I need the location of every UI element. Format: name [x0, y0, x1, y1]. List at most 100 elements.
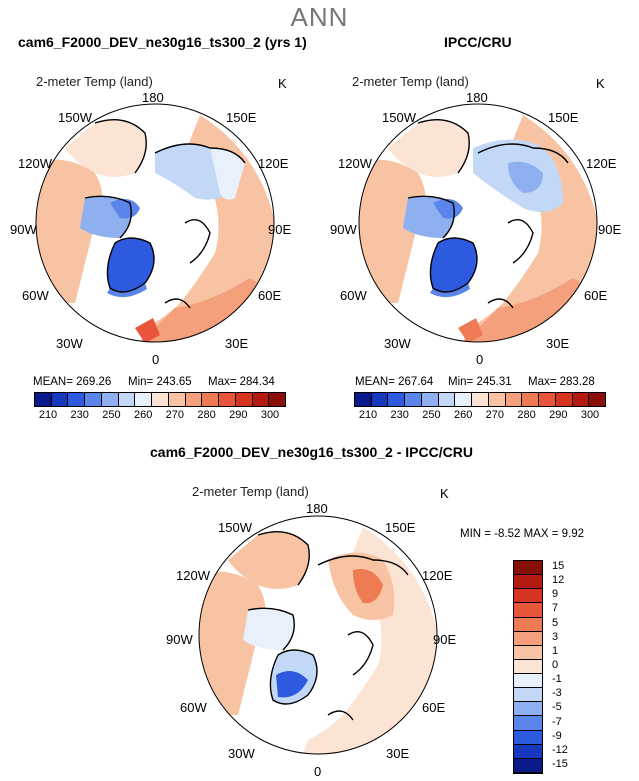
- colorbar-tick-label: 230: [390, 409, 409, 421]
- colorbar-swatch: [219, 393, 236, 406]
- panel3-lon-150e: 150E: [385, 520, 416, 535]
- colorbar-swatch: [514, 561, 542, 576]
- colorbar-swatch: [514, 688, 542, 703]
- colorbar-swatch: [118, 393, 136, 406]
- panel3-lon-180: 180: [306, 501, 328, 516]
- panel2-lon-30w: 30W: [384, 336, 411, 351]
- panel1-mean: MEAN= 269.26: [33, 376, 112, 388]
- season-title: ANN: [290, 2, 349, 32]
- panel2-polar-map: [358, 103, 598, 343]
- colorbar-swatch: [514, 603, 542, 618]
- panel1-units: K: [278, 76, 287, 91]
- panel1-lon-30e: 30E: [225, 336, 249, 351]
- panel1-polar-map: [35, 103, 275, 343]
- panel1-land-arctic-islands: [110, 199, 140, 219]
- panel2-max: Max= 283.28: [528, 376, 595, 388]
- colorbar-swatch: [269, 393, 286, 406]
- panel3-land-greenland-cold: [276, 671, 308, 698]
- panel1-lon-150w: 150W: [58, 110, 92, 125]
- panel2-lon-120w: 120W: [338, 156, 372, 171]
- colorbar-swatch: [514, 589, 542, 604]
- colorbar-swatch: [514, 730, 542, 745]
- panel1-land-north-america: [36, 159, 103, 303]
- panel1-lon-180: 180: [142, 90, 164, 105]
- panel3-land-canada-cool: [243, 608, 295, 650]
- panel3-lon-150w: 150W: [218, 520, 252, 535]
- colorbar-level-label: -9: [552, 729, 562, 742]
- panel1-lon-0: 0: [152, 352, 160, 367]
- panel3-colorbar-labels: 15 12 9 7 5 3 1 0 -1 -3 -5 -7 -9 -12 -15: [552, 560, 592, 772]
- panel2-land-alaska: [388, 119, 470, 177]
- colorbar-swatch: [185, 393, 203, 406]
- colorbar-tick-label: 270: [485, 409, 505, 421]
- panel2-lon-30e: 30E: [546, 336, 570, 351]
- panel1-lon-90w: 90W: [10, 222, 37, 237]
- panel1-lon-90e: 90E: [268, 222, 292, 237]
- colorbar-swatch: [68, 393, 86, 406]
- panel2-units: K: [596, 76, 605, 91]
- panel1-lon-120w: 120W: [18, 156, 52, 171]
- panel2-lon-60e: 60E: [584, 288, 608, 303]
- panel1-colorbar-ticks: 210 230 250 260 270 280 290 300: [34, 409, 284, 423]
- colorbar-level-label: 0: [552, 659, 559, 671]
- colorbar-swatch: [355, 393, 372, 406]
- panel3-lon-60e: 60E: [422, 700, 446, 715]
- colorbar-swatch: [514, 702, 542, 717]
- colorbar-tick-label: 270: [165, 409, 185, 421]
- panel1-land-siberia-cold: [155, 144, 230, 200]
- panel3-coast: [247, 531, 409, 721]
- panel1-coast: [84, 119, 246, 309]
- panel1-lon-60w: 60W: [22, 288, 49, 303]
- panel3-lon-90w: 90W: [166, 632, 193, 647]
- colorbar-tick-label: 210: [38, 409, 58, 421]
- panel1-min: Min= 243.65: [128, 376, 192, 388]
- panel3-land-siberia-hot: [353, 569, 383, 604]
- colorbar-level-label: -15: [552, 757, 568, 770]
- panel2-land-greenland-edge: [430, 283, 470, 298]
- panel3-polar-map: [198, 515, 438, 755]
- colorbar-swatch: [514, 744, 542, 759]
- panel2-lon-90e: 90E: [598, 222, 622, 237]
- colorbar-tick-label: 210: [358, 409, 378, 421]
- panel2-variable-name: 2-meter Temp (land): [352, 74, 469, 89]
- panel1-land-greenland: [107, 238, 154, 292]
- colorbar-swatch: [438, 393, 456, 406]
- colorbar-level-label: -12: [552, 743, 568, 756]
- panel3-lon-90e: 90E: [433, 632, 457, 647]
- panel2-lon-180: 180: [466, 90, 488, 105]
- panel2-land-greenland: [430, 238, 477, 292]
- panel2-land-north-america: [359, 159, 426, 303]
- colorbar-level-label: 9: [552, 588, 559, 601]
- colorbar-swatch: [514, 674, 542, 689]
- colorbar-tick-label: 280: [197, 409, 216, 421]
- colorbar-tick-label: 280: [517, 409, 536, 421]
- colorbar-level-label: 5: [552, 616, 559, 629]
- colorbar-swatch: [488, 393, 506, 406]
- panel1-land-alaska: [65, 119, 147, 177]
- panel3-lon-120w: 120W: [176, 568, 210, 583]
- panel2-lon-150e: 150E: [548, 110, 579, 125]
- panel3-land-alaska: [228, 531, 310, 589]
- colorbar-swatch: [522, 393, 540, 406]
- panel3-lon-60w: 60W: [180, 700, 207, 715]
- colorbar-tick-label: 260: [453, 409, 473, 421]
- colorbar-level-label: -3: [552, 687, 562, 700]
- colorbar-swatch: [252, 393, 270, 406]
- colorbar-swatch: [539, 393, 556, 406]
- panel2-lon-150w: 150W: [382, 110, 416, 125]
- colorbar-tick-label: 300: [260, 409, 280, 421]
- panel2-lon-120e: 120E: [586, 156, 617, 171]
- panel3-lon-120e: 120E: [422, 568, 453, 583]
- panel3-units: K: [440, 486, 449, 501]
- colorbar-swatch: [35, 393, 52, 406]
- colorbar-level-label: -5: [552, 701, 562, 714]
- panel1-lon-120e: 120E: [258, 156, 289, 171]
- panel3-minmax: MIN = -8.52 MAX = 9.92: [460, 528, 585, 540]
- panel1-land-siberia-east: [210, 148, 245, 200]
- panel3-title: cam6_F2000_DEV_ne30g16_ts300_2 - IPCC/CR…: [150, 444, 473, 460]
- panel1-lon-30w: 30W: [56, 336, 83, 351]
- panel2-land-siberia-colder: [508, 161, 543, 193]
- colorbar-swatch: [388, 393, 406, 406]
- colorbar-level-label: -1: [552, 673, 562, 686]
- colorbar-tick-label: 260: [133, 409, 153, 421]
